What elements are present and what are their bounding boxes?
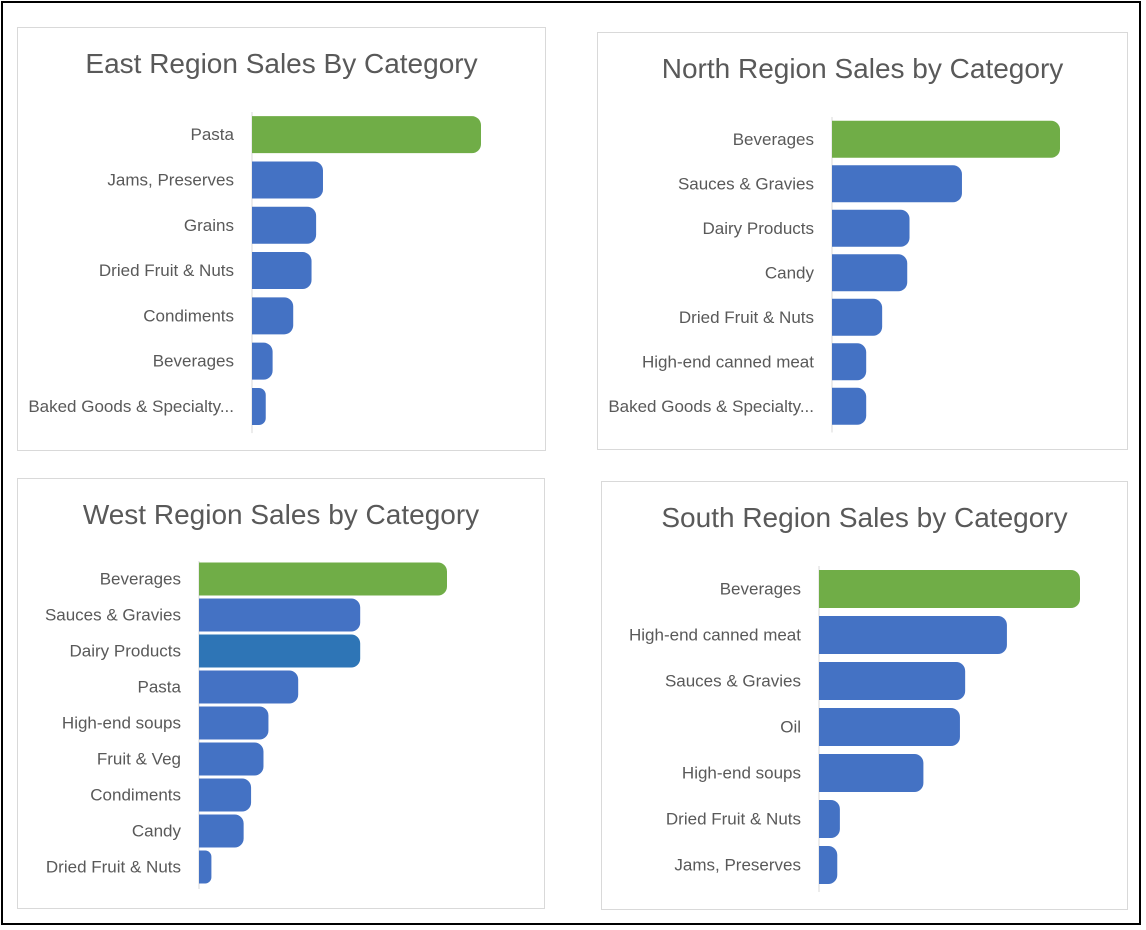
east-region-plot: Pasta Jams, Preserves Grains Dried Fruit & … [28,112,482,434]
chart-title: West Region Sales by Category [82,499,480,530]
bar-high-end-soups [199,706,269,740]
bar-pasta [252,116,482,154]
bar-baked-goods-specialty [832,387,867,425]
bar-dried-fruit-nuts [819,800,840,838]
bar-sauces-gravies [819,662,966,700]
bar-high-end-canned-meat [832,343,867,381]
category-label-jams-preserves: Jams, Preserves [107,170,234,189]
category-label-high-end-canned-meat: High-end canned meat [629,626,801,645]
west-region-plot: Beverages Sauces & Gravies Dairy Products P… [45,561,447,889]
chart-title: South Region Sales by Category [661,502,1068,533]
bar-condiments [252,297,294,335]
category-label-sauces-gravies: Sauces & Gravies [665,672,801,691]
category-label-grains: Grains [184,216,234,235]
bar-oil [819,708,960,746]
north-region-plot: Beverages Sauces & Gravies Dairy Products C… [608,117,1060,433]
category-label-high-end-canned-meat: High-end canned meat [642,352,814,371]
bar-high-end-canned-meat [819,616,1007,654]
category-label-sauces-gravies: Sauces & Gravies [45,606,181,625]
category-label-beverages: Beverages [733,130,814,149]
bar-beverages [832,120,1060,158]
bar-baked-goods-specialty [252,387,266,425]
category-label-dried-fruit-nuts: Dried Fruit & Nuts [666,810,801,829]
bar-beverages [252,342,273,380]
category-label-dried-fruit-nuts: Dried Fruit & Nuts [679,308,814,327]
bar-beverages [819,570,1080,608]
bar-dried-fruit-nuts [252,252,312,290]
bar-jams-preserves [819,846,838,884]
category-label-sauces-gravies: Sauces & Gravies [678,174,814,193]
category-label-high-end-soups: High-end soups [682,764,801,783]
chart-title: North Region Sales by Category [661,53,1064,84]
west-region-chart: West Region Sales by Category Beverages S… [17,478,545,909]
bar-grains [252,206,317,244]
category-label-dried-fruit-nuts: Dried Fruit & Nuts [99,261,234,280]
north-region-chart: North Region Sales by Category Beverages… [597,32,1128,450]
category-label-oil: Oil [780,718,801,737]
category-label-high-end-soups: High-end soups [62,714,181,733]
bar-candy [199,814,244,848]
bar-jams-preserves [252,161,323,199]
south-region-plot: Beverages High-end canned meat Sauces & Gr… [629,566,1080,892]
chart-title: East Region Sales By Category [85,48,478,79]
category-label-beverages: Beverages [153,352,234,371]
category-label-dairy-products: Dairy Products [70,642,181,661]
bar-dairy-products [832,209,910,247]
category-label-fruit-veg: Fruit & Veg [97,750,181,769]
bar-sauces-gravies [832,165,962,203]
bar-dairy-products [199,634,361,668]
category-label-baked-goods-specialty: Baked Goods & Specialty... [28,397,234,416]
bar-condiments [199,778,252,812]
bar-high-end-soups [819,754,924,792]
bar-dried-fruit-nuts [832,298,883,336]
south-region-chart: South Region Sales by Category Beverages… [601,481,1128,910]
category-label-pasta: Pasta [138,678,182,697]
category-label-dried-fruit-nuts: Dried Fruit & Nuts [46,858,181,877]
category-label-candy: Candy [132,822,182,841]
category-label-candy: Candy [765,263,815,282]
bar-fruit-veg [199,742,264,776]
bar-dried-fruit-nuts [199,850,212,884]
east-region-chart: East Region Sales By Category Pasta Jams,… [17,27,546,451]
bar-beverages [199,562,447,596]
category-label-baked-goods-specialty: Baked Goods & Specialty... [608,397,814,416]
category-label-beverages: Beverages [720,580,801,599]
category-label-pasta: Pasta [191,125,235,144]
bar-sauces-gravies [199,598,361,632]
bar-pasta [199,670,299,704]
category-label-dairy-products: Dairy Products [703,219,814,238]
category-label-condiments: Condiments [143,306,234,325]
bar-candy [832,254,908,292]
category-label-jams-preserves: Jams, Preserves [674,856,801,875]
category-label-beverages: Beverages [100,570,181,589]
category-label-condiments: Condiments [90,786,181,805]
